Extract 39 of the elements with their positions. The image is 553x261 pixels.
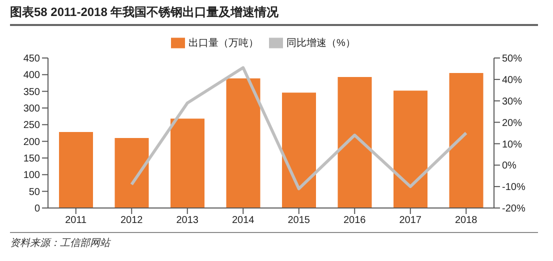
y-tick-label: 350 bbox=[23, 86, 40, 98]
y2-tick-label: 20% bbox=[502, 118, 522, 129]
y2-tick-label: -20% bbox=[502, 204, 526, 215]
y-tick-label: 300 bbox=[23, 104, 40, 115]
x-tick-label: 2011 bbox=[65, 215, 88, 226]
x-tick-label: 2018 bbox=[455, 215, 478, 226]
bar bbox=[338, 77, 372, 208]
y-tick-label: 100 bbox=[23, 170, 40, 182]
x-tick-label: 2012 bbox=[120, 215, 144, 226]
chart-title: 图表58 2011-2018 年我国不锈钢出口量及增速情况 bbox=[10, 4, 538, 26]
y2-tick-label: 10% bbox=[502, 139, 522, 150]
x-tick-label: 2013 bbox=[176, 215, 199, 226]
x-tick-label: 2015 bbox=[288, 215, 310, 226]
legend-label: 出口量（万吨） bbox=[188, 38, 259, 49]
line-series bbox=[130, 66, 468, 190]
y-tick-label: 200 bbox=[23, 136, 40, 148]
y-tick-label: 450 bbox=[23, 54, 40, 65]
y-tick-label: 0 bbox=[34, 204, 40, 215]
legend-label: 同比增速（%） bbox=[286, 38, 356, 49]
y-tick-label: 250 bbox=[23, 120, 40, 132]
bar bbox=[449, 73, 484, 208]
x-tick-label: 2014 bbox=[232, 215, 255, 226]
text: 资料来源：工信部网站 bbox=[10, 238, 110, 249]
x-tick-label: 2017 bbox=[399, 215, 422, 226]
bar bbox=[59, 132, 93, 208]
y-tick-label: 400 bbox=[23, 70, 40, 82]
y-tick-label: 50 bbox=[28, 186, 40, 198]
bar bbox=[170, 118, 204, 208]
y2-tick-label: -10% bbox=[502, 182, 526, 194]
bar bbox=[394, 90, 428, 208]
bar bbox=[226, 78, 260, 208]
y2-tick-label: 40% bbox=[502, 74, 522, 86]
x-tick-label: 2016 bbox=[344, 215, 366, 226]
y2-tick-label: 50% bbox=[502, 54, 522, 65]
y2-tick-label: 0% bbox=[502, 160, 517, 172]
bar bbox=[282, 92, 316, 208]
bar bbox=[114, 138, 149, 208]
y2-tick-label: 30% bbox=[502, 96, 522, 108]
y-tick-label: 150 bbox=[23, 154, 40, 165]
